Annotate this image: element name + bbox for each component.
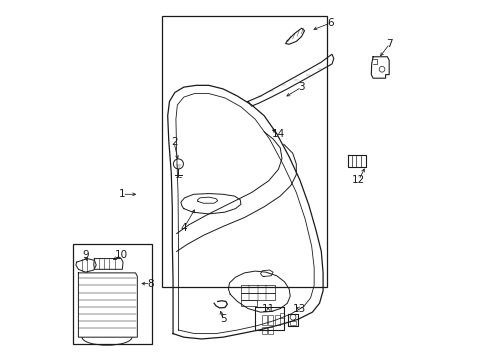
- Text: 6: 6: [327, 18, 334, 28]
- Bar: [267, 327, 272, 334]
- Bar: [241, 293, 274, 300]
- Bar: [241, 285, 274, 293]
- Bar: [241, 300, 257, 306]
- Text: 3: 3: [298, 82, 305, 92]
- Text: 14: 14: [271, 129, 285, 139]
- Text: 12: 12: [351, 175, 365, 185]
- Bar: [289, 321, 295, 325]
- Bar: [261, 327, 266, 334]
- Bar: [274, 315, 279, 325]
- Bar: [162, 16, 326, 287]
- Text: 9: 9: [82, 250, 89, 260]
- Text: 11: 11: [261, 303, 274, 314]
- Text: 8: 8: [147, 279, 154, 289]
- Text: 2: 2: [170, 138, 177, 148]
- Text: 4: 4: [180, 223, 187, 233]
- Text: 13: 13: [293, 303, 306, 314]
- Text: 5: 5: [219, 314, 226, 324]
- Text: 7: 7: [386, 39, 392, 49]
- Text: 10: 10: [115, 250, 127, 260]
- Bar: [261, 315, 266, 325]
- Bar: [279, 313, 283, 318]
- Bar: [267, 315, 272, 325]
- Text: 1: 1: [119, 189, 125, 199]
- Bar: [73, 244, 151, 344]
